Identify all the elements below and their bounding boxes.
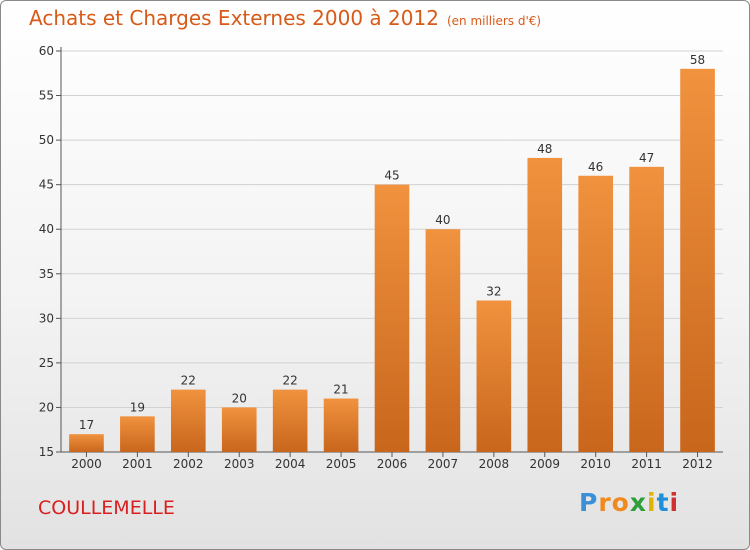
bar-2009 (527, 157, 563, 452)
x-tick-label-2012: 2012 (682, 457, 713, 471)
bar-value-label-2008: 32 (486, 285, 501, 299)
bar-value-label-2005: 21 (333, 383, 348, 397)
proxiti-logo: Proxiti (579, 488, 679, 517)
x-tick-label-2010: 2010 (580, 457, 611, 471)
y-tick-label-45: 45 (39, 178, 54, 192)
y-tick-label-50: 50 (39, 133, 54, 147)
bar-2005 (323, 398, 359, 452)
y-tick-label-30: 30 (39, 311, 54, 325)
bar-value-label-2010: 46 (588, 160, 603, 174)
chart-title: Achats et Charges Externes 2000 à 2012 (29, 6, 439, 30)
x-tick-label-2008: 2008 (479, 457, 510, 471)
y-tick-label-40: 40 (39, 222, 54, 236)
bar-value-label-2007: 40 (435, 213, 450, 227)
brand-letter: r (598, 488, 612, 517)
commune-name: COULLEMELLE (38, 497, 175, 519)
y-tick-label-55: 55 (39, 89, 54, 103)
brand-letter: i (647, 488, 657, 517)
bar-value-label-2009: 48 (537, 142, 552, 156)
bar-2003 (221, 407, 257, 452)
bar-2010 (578, 175, 614, 452)
x-tick-label-2004: 2004 (275, 457, 306, 471)
bar-value-label-2004: 22 (283, 374, 298, 388)
bar-2004 (272, 389, 308, 452)
x-tick-label-2005: 2005 (326, 457, 357, 471)
y-tick-label-15: 15 (39, 445, 54, 459)
bar-2000 (69, 434, 104, 452)
bar-2001 (120, 416, 155, 452)
bar-value-label-2006: 45 (384, 169, 399, 183)
bar-value-label-2003: 20 (232, 391, 247, 405)
bar-value-label-2002: 22 (181, 374, 196, 388)
x-tick-label-2011: 2011 (631, 457, 662, 471)
x-tick-label-2006: 2006 (377, 457, 408, 471)
bar-2006 (374, 184, 410, 452)
x-tick-label-2002: 2002 (173, 457, 204, 471)
chart-subtitle: (en milliers d'€) (446, 14, 542, 28)
bar-2002 (170, 389, 206, 452)
y-tick-label-20: 20 (39, 400, 54, 414)
x-tick-label-2007: 2007 (428, 457, 459, 471)
bar-value-label-2011: 47 (639, 151, 654, 165)
bar-2011 (629, 166, 664, 452)
bar-value-label-2001: 19 (130, 400, 145, 414)
bar-2007 (425, 229, 461, 452)
chart-title-block: Achats et Charges Externes 2000 à 2012 (e… (29, 6, 541, 30)
bar-2008 (476, 300, 512, 452)
brand-letter: P (579, 488, 599, 517)
x-tick-label-2001: 2001 (122, 457, 153, 471)
y-tick-label-60: 60 (39, 44, 54, 58)
brand-letter: x (629, 488, 647, 517)
y-tick-label-25: 25 (39, 356, 54, 370)
brand-letter: o (611, 488, 630, 517)
bar-value-label-2000: 17 (79, 418, 94, 432)
brand-letter: i (669, 488, 680, 517)
bar-value-label-2012: 58 (690, 53, 705, 67)
bar-2012 (680, 68, 715, 453)
x-tick-label-2000: 2000 (71, 457, 102, 471)
y-tick-label-35: 35 (39, 267, 54, 281)
brand-letter: t (656, 488, 670, 517)
x-tick-label-2003: 2003 (224, 457, 255, 471)
x-tick-label-2009: 2009 (529, 457, 560, 471)
